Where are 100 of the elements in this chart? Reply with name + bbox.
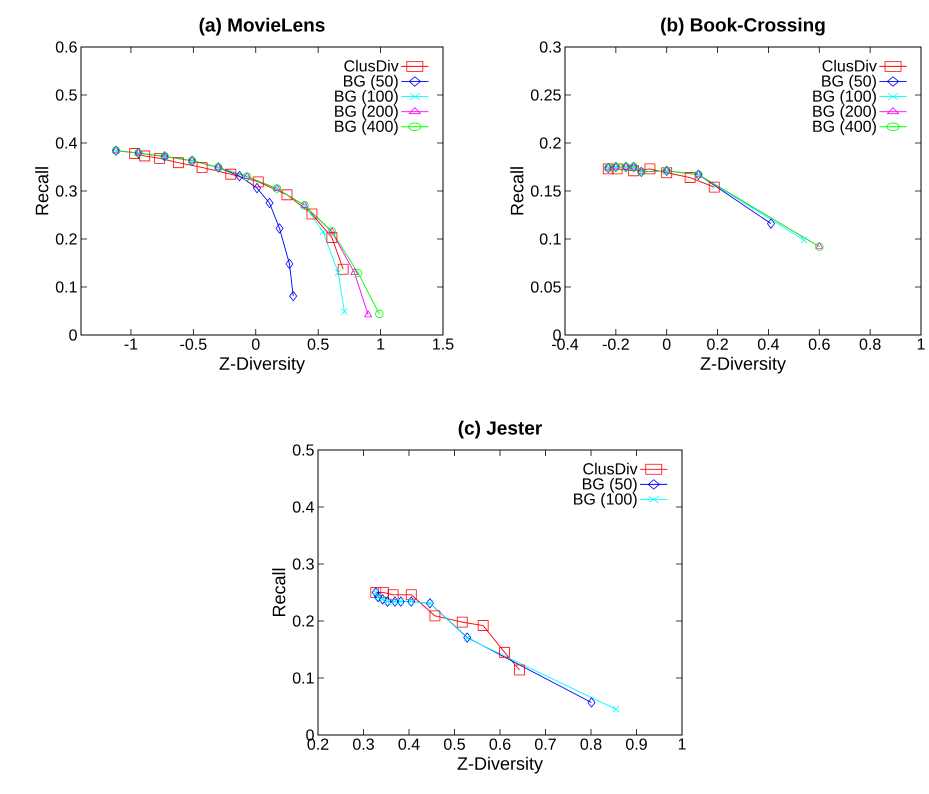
y-tick-label: 0.4 <box>292 501 314 513</box>
legend-label: BG (400) <box>813 120 876 136</box>
point <box>326 232 338 243</box>
legend-label: BG (50) <box>582 478 637 493</box>
y-tick-label: 0.2 <box>540 137 561 149</box>
x-tick-label: -1 <box>124 338 138 350</box>
x-tick-label: 1 <box>377 338 384 350</box>
x-tick-label: 0.2 <box>707 338 728 350</box>
legend-label: ClusDiv <box>344 60 399 72</box>
point <box>767 218 775 229</box>
x-tick-label: 0.7 <box>535 738 556 750</box>
y-tick-label: 0.05 <box>530 281 561 293</box>
y-tick-label: 0.1 <box>540 233 561 245</box>
point <box>644 164 656 174</box>
y-tick-label: 0.2 <box>56 233 77 245</box>
point <box>196 162 208 173</box>
point <box>430 610 440 622</box>
point <box>406 589 417 600</box>
point <box>364 310 372 318</box>
point <box>154 152 166 164</box>
y-tick-label: 0 <box>553 329 561 341</box>
x-tick-label: 0.6 <box>490 738 510 750</box>
legend-label: BG (200) <box>813 105 876 120</box>
y-tick-label: 0.6 <box>56 41 77 53</box>
point <box>388 589 398 600</box>
x-tick-label: -0.5 <box>180 338 206 350</box>
x-axis-title: Z-Diversity <box>700 356 786 374</box>
point <box>588 697 596 708</box>
y-axis-title: Recall <box>510 167 524 215</box>
point <box>684 172 696 183</box>
x-tick-label: 0.4 <box>758 338 780 350</box>
point <box>464 634 471 642</box>
y-tick-label: 0.2 <box>292 615 314 627</box>
point <box>306 208 318 220</box>
legend-label: BG (100) <box>335 90 398 105</box>
point <box>478 620 489 631</box>
y-tick-label: 0.5 <box>56 89 77 101</box>
legend-label: BG (100) <box>574 492 637 508</box>
point <box>172 157 184 168</box>
y-axis-title: Recall <box>272 568 286 616</box>
point <box>286 258 294 270</box>
x-tick-label: 0.8 <box>860 338 881 350</box>
x-tick-label: -0.4 <box>552 338 578 350</box>
point <box>252 176 264 188</box>
y-tick-label: 0.1 <box>56 281 77 293</box>
legend-label: BG (50) <box>822 74 876 90</box>
point <box>320 228 327 236</box>
point <box>266 198 274 208</box>
y-tick-label: 0.3 <box>540 41 561 53</box>
point <box>514 664 525 676</box>
point <box>499 646 510 658</box>
x-tick-label: 0.5 <box>308 338 329 350</box>
legend-label: ClusDiv <box>583 462 638 474</box>
chart-title: (c) Jester <box>458 420 542 438</box>
point <box>282 189 292 200</box>
y-tick-label: 0.3 <box>56 185 77 197</box>
x-tick-label: 0.2 <box>308 738 328 750</box>
y-axis-title: Recall <box>35 167 48 215</box>
legend-label: BG (200) <box>335 105 398 120</box>
x-tick-label: 0.6 <box>808 338 830 350</box>
point <box>350 268 358 276</box>
x-tick-label: 1 <box>678 738 686 750</box>
x-tick-label: 1 <box>918 338 925 350</box>
point <box>236 171 244 182</box>
y-tick-label: 0.15 <box>530 185 561 197</box>
point <box>253 183 261 194</box>
point <box>800 236 808 244</box>
point <box>375 310 384 318</box>
point <box>276 223 284 234</box>
point <box>378 587 389 598</box>
legend-label: BG (400) <box>335 120 398 136</box>
x-tick-label: 0.5 <box>444 738 465 750</box>
y-tick-label: 0.1 <box>292 672 314 684</box>
x-tick-label: 0 <box>252 338 260 350</box>
x-axis-title: Z-Diversity <box>220 356 305 374</box>
point <box>338 264 349 275</box>
point <box>612 706 620 713</box>
point <box>708 182 720 193</box>
x-tick-label: 0.9 <box>626 738 647 750</box>
x-tick-label: 0 <box>662 338 671 350</box>
y-tick-label: 0 <box>69 329 77 341</box>
legend-label: BG (50) <box>344 74 398 90</box>
y-tick-label: 0.3 <box>292 558 314 570</box>
point <box>354 268 362 278</box>
chart-title: (a) MovieLens <box>200 18 325 36</box>
chart-title: (b) Book-Crossing <box>661 18 825 36</box>
point <box>225 168 236 180</box>
x-tick-label: 0.8 <box>580 738 602 750</box>
x-tick-label: 0.3 <box>353 738 374 750</box>
point <box>463 632 472 643</box>
x-axis-title: Z-Diversity <box>458 756 543 774</box>
point <box>334 269 342 276</box>
y-tick-label: 0.4 <box>56 137 77 149</box>
point <box>289 291 298 302</box>
point <box>340 308 348 315</box>
legend-label: BG (100) <box>813 90 876 105</box>
x-tick-label: 1.5 <box>433 338 454 350</box>
x-tick-label: 0.4 <box>398 738 420 750</box>
legend-label: ClusDiv <box>822 60 877 72</box>
point <box>456 616 468 628</box>
